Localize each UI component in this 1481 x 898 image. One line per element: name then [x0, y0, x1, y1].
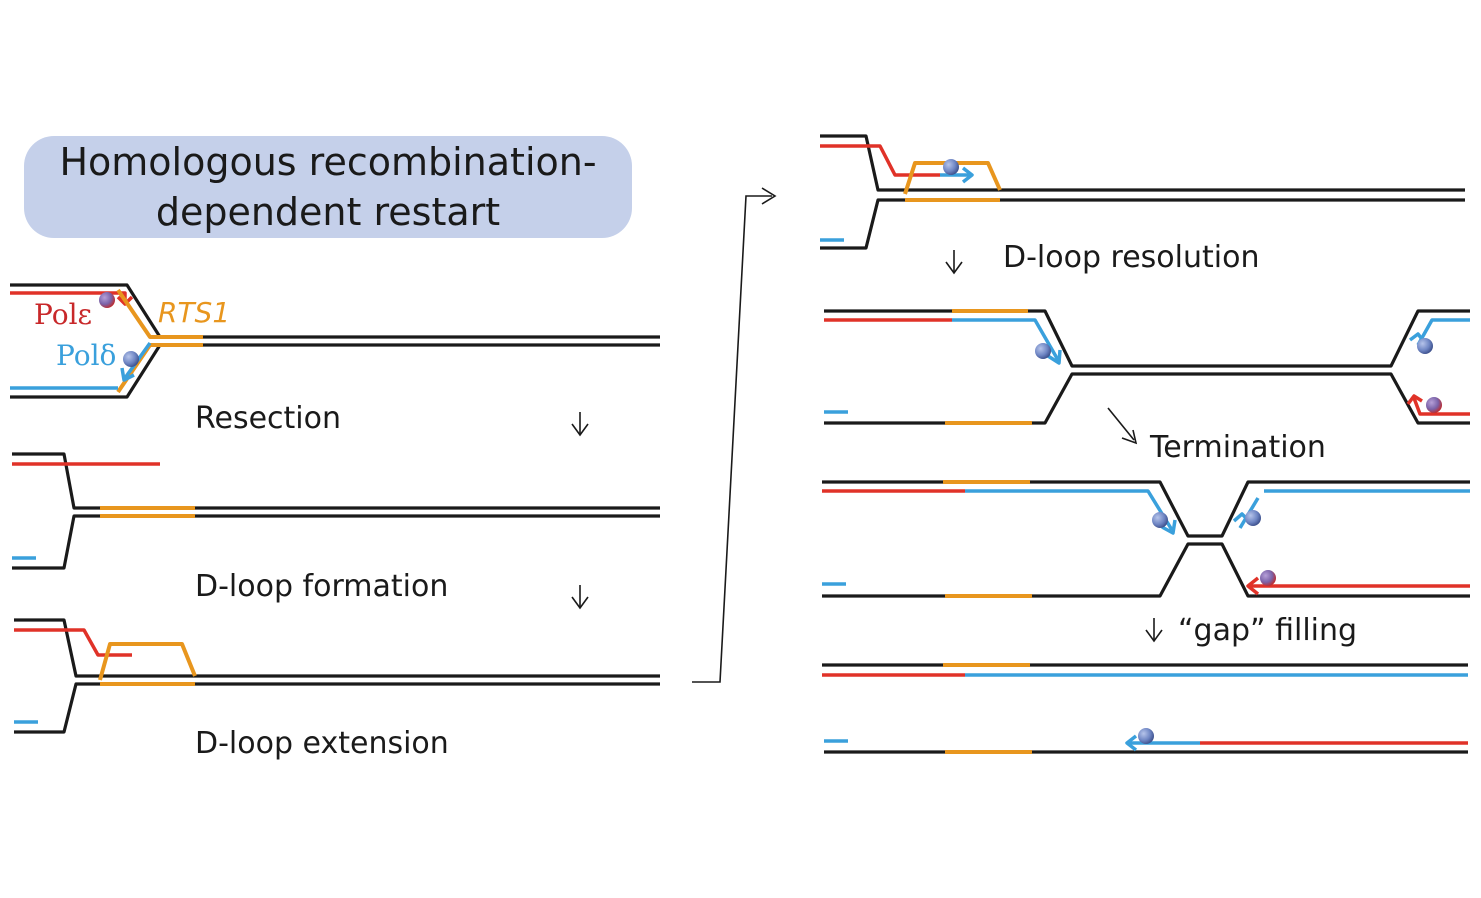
- polymerase-icon: [943, 159, 959, 175]
- down-arrow-icon: [571, 412, 589, 437]
- polymerase-icon: [1260, 570, 1276, 586]
- step-resection: Resection: [195, 401, 341, 436]
- step-gap-filling: “gap” filling: [1178, 613, 1357, 648]
- dloop-extension-panel: [820, 134, 1465, 250]
- dloop-resolution-panel: [824, 309, 1470, 425]
- down-arrow-icon: [571, 585, 589, 610]
- polymerase-icon: [1426, 397, 1442, 413]
- connector-arrow-icon: [692, 187, 777, 683]
- pol-epsilon-label: Polε: [34, 298, 92, 331]
- polymerase-icon: [1035, 343, 1051, 359]
- polymerase-icon: [1152, 512, 1168, 528]
- dloop-formation-panel: [14, 618, 660, 734]
- title-line-2: dependent restart: [156, 190, 500, 234]
- step-dloop-resolution: D-loop resolution: [1003, 240, 1259, 275]
- gap-filling-panel: [822, 663, 1468, 754]
- pol-delta-label: Polδ: [56, 339, 116, 372]
- diagonal-arrow-icon: [1107, 407, 1138, 445]
- polymerase-icon: [1138, 728, 1154, 744]
- termination-panel: [822, 480, 1470, 598]
- resection-panel: [12, 452, 660, 570]
- down-arrow-icon: [1145, 618, 1163, 643]
- title-line-1: Homologous recombination-: [59, 140, 596, 184]
- polymerase-icon: [1245, 510, 1261, 526]
- down-arrow-icon: [945, 250, 963, 275]
- pol-epsilon-icon: [99, 292, 115, 308]
- rts1-label: RTS1: [158, 296, 230, 329]
- polymerase-icon: [1417, 338, 1433, 354]
- step-dloop-extension: D-loop extension: [195, 726, 449, 761]
- pol-delta-icon: [123, 351, 139, 367]
- fork-stalled-panel: Polε Polδ RTS1: [10, 283, 660, 399]
- step-termination: Termination: [1149, 430, 1326, 465]
- step-dloop-formation: D-loop formation: [195, 569, 448, 604]
- title-box: [24, 136, 632, 238]
